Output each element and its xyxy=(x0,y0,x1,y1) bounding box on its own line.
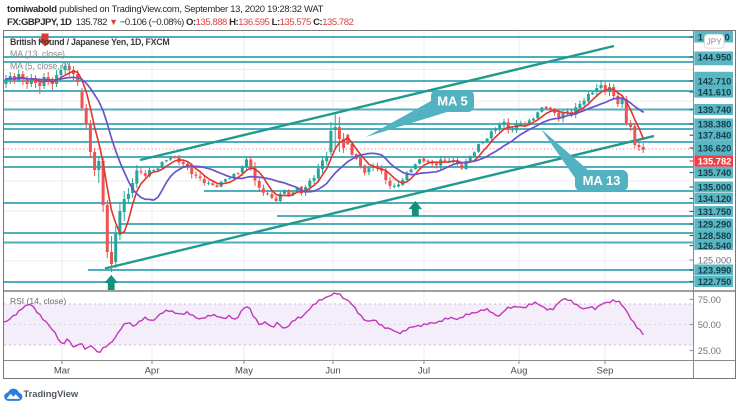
svg-text:139.740: 139.740 xyxy=(698,105,732,115)
svg-text:Apr: Apr xyxy=(145,366,160,377)
svg-text:135.000: 135.000 xyxy=(698,182,732,192)
svg-text:142.710: 142.710 xyxy=(698,76,732,86)
svg-text:134.120: 134.120 xyxy=(698,194,732,204)
svg-text:1: 1 xyxy=(698,32,703,42)
svg-text:144.950: 144.950 xyxy=(698,52,732,62)
svg-text:TradingView: TradingView xyxy=(24,389,79,399)
svg-text:125.000: 125.000 xyxy=(698,255,732,265)
svg-text:25.00: 25.00 xyxy=(698,346,721,356)
svg-text:126.540: 126.540 xyxy=(698,241,732,251)
svg-text:JPY: JPY xyxy=(707,37,723,46)
svg-text:0: 0 xyxy=(725,32,730,42)
svg-text:137.840: 137.840 xyxy=(698,131,732,141)
svg-text:Mar: Mar xyxy=(54,366,70,377)
svg-text:Jun: Jun xyxy=(325,366,340,377)
svg-text:50.00: 50.00 xyxy=(698,320,721,330)
svg-text:136.620: 136.620 xyxy=(698,143,732,153)
svg-text:135.740: 135.740 xyxy=(698,168,732,178)
svg-text:75.00: 75.00 xyxy=(698,295,721,305)
svg-text:May: May xyxy=(235,366,253,377)
svg-text:122.750: 122.750 xyxy=(698,277,732,287)
svg-text:MA 13: MA 13 xyxy=(583,173,621,188)
svg-text:123.990: 123.990 xyxy=(698,265,732,275)
svg-text:Sep: Sep xyxy=(597,366,614,377)
svg-text:MA 5: MA 5 xyxy=(437,94,468,109)
svg-text:Jul: Jul xyxy=(418,366,430,377)
svg-text:Aug: Aug xyxy=(511,366,528,377)
svg-text:141.610: 141.610 xyxy=(698,87,732,97)
svg-text:135.782: 135.782 xyxy=(698,156,732,166)
svg-text:128.580: 128.580 xyxy=(698,231,732,241)
svg-text:138.380: 138.380 xyxy=(698,119,732,129)
svg-text:129.290: 129.290 xyxy=(698,219,732,229)
svg-text:131.750: 131.750 xyxy=(698,207,732,217)
